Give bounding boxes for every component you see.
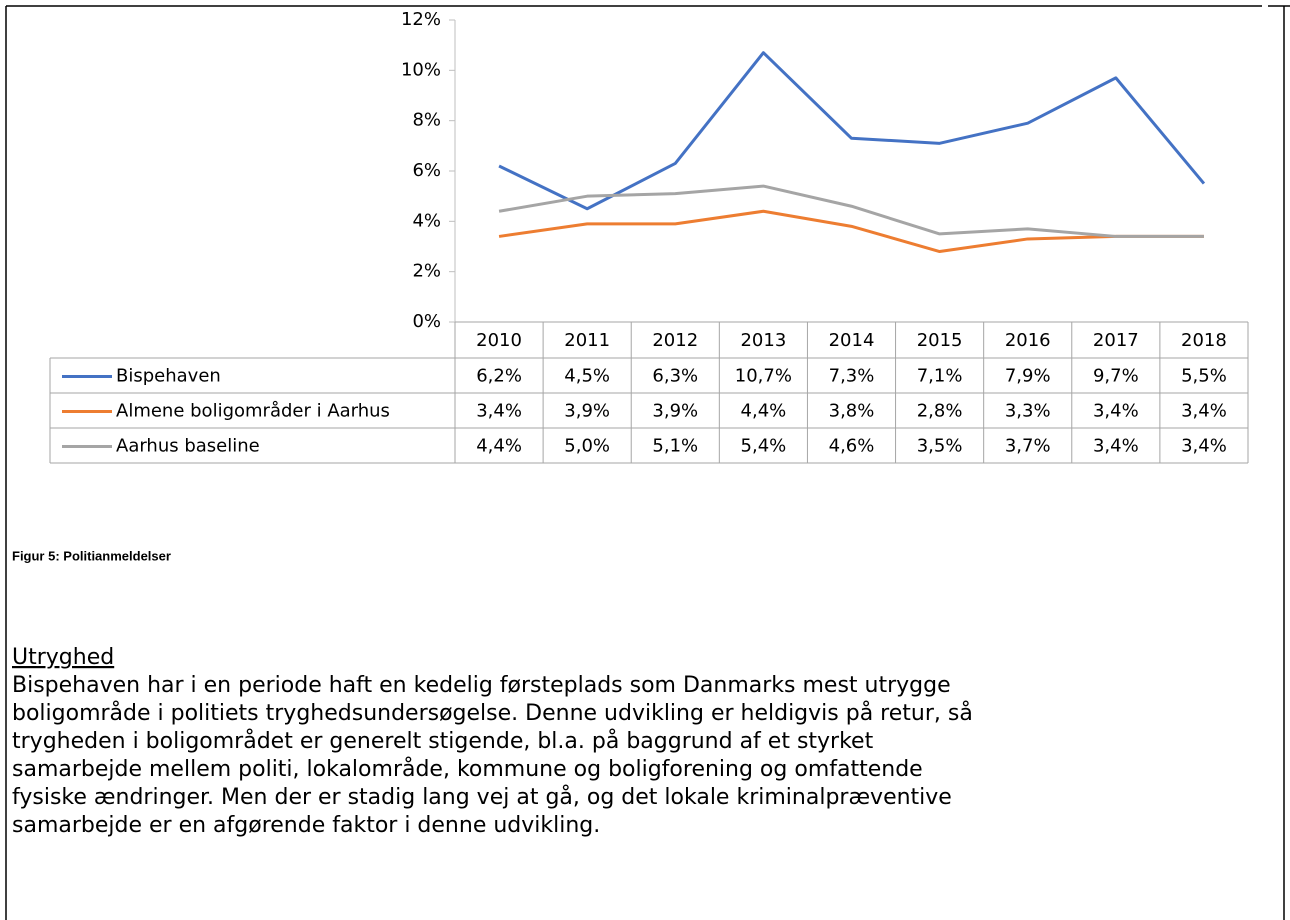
section-heading: Utryghed (12, 645, 114, 670)
series-line (498, 51, 1206, 211)
paragraph-line: trygheden i boligområdet er generelt sti… (12, 728, 874, 754)
legend-label: Aarhus baseline (116, 436, 260, 457)
table-value: 5,0% (564, 436, 610, 457)
x-tick-label: 2018 (1181, 330, 1227, 351)
table-value: 2,8% (917, 401, 963, 422)
x-tick-label: 2014 (829, 330, 875, 351)
y-tick-label: 0% (412, 311, 441, 332)
x-tick-label: 2012 (652, 330, 698, 351)
figure-caption: Figur 5: Politianmeldelser (12, 548, 171, 563)
table-value: 9,7% (1093, 366, 1139, 387)
table-value: 4,4% (741, 401, 787, 422)
series-line (498, 209, 1204, 254)
table-value: 4,5% (564, 366, 610, 387)
y-tick-label: 10% (401, 59, 441, 80)
series-line (498, 184, 1204, 238)
table-value: 5,4% (741, 436, 787, 457)
table-value: 5,5% (1181, 366, 1227, 387)
paragraph-line: samarbejde mellem politi, lokalområde, k… (12, 756, 923, 782)
paragraph-line: fysiske ændringer. Men der er stadig lan… (12, 784, 952, 810)
table-value: 3,4% (1181, 436, 1227, 457)
table-value: 3,3% (1005, 401, 1051, 422)
table-value: 3,4% (1093, 436, 1139, 457)
legend-label: Bispehaven (116, 366, 221, 387)
x-tick-label: 2010 (476, 330, 522, 351)
paragraph-line: samarbejde er en afgørende faktor i denn… (12, 813, 600, 838)
paragraph-line: Bispehaven har i en periode haft en kede… (12, 673, 951, 698)
y-tick-label: 4% (412, 210, 441, 231)
table-value: 7,1% (917, 366, 963, 387)
table-value: 6,3% (652, 366, 698, 387)
table-value: 7,9% (1005, 366, 1051, 387)
table-value: 4,6% (829, 436, 875, 457)
table-value: 3,5% (917, 436, 963, 457)
table-value: 3,8% (829, 401, 875, 422)
x-tick-label: 2017 (1093, 330, 1139, 351)
y-tick-label: 12% (401, 9, 441, 30)
y-tick-label: 2% (412, 261, 441, 282)
paragraph-line: boligområde i politiets tryghedsundersøg… (12, 700, 973, 726)
x-tick-label: 2015 (917, 330, 963, 351)
y-tick-label: 8% (412, 110, 441, 131)
table-value: 5,1% (652, 436, 698, 457)
x-tick-label: 2011 (564, 330, 610, 351)
table-value: 3,9% (564, 401, 610, 422)
table-value: 3,4% (476, 401, 522, 422)
table-value: 6,2% (476, 366, 522, 387)
x-tick-label: 2013 (740, 330, 786, 351)
table-value: 3,4% (1093, 401, 1139, 422)
y-tick-label: 6% (412, 160, 441, 181)
table-value: 4,4% (476, 436, 522, 457)
x-tick-label: 2016 (1005, 330, 1051, 351)
table-value: 3,4% (1181, 401, 1227, 422)
legend-label: Almene boligområder i Aarhus (116, 401, 390, 422)
table-value: 10,7% (735, 366, 792, 387)
table-value: 7,3% (829, 366, 875, 387)
table-value: 3,9% (652, 401, 698, 422)
table-value: 3,7% (1005, 436, 1051, 457)
